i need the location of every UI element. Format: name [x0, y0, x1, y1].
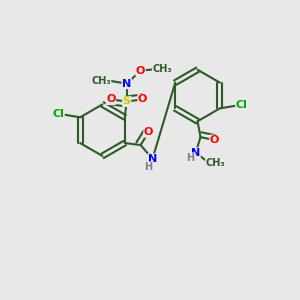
Text: Cl: Cl	[236, 100, 248, 110]
Text: H: H	[187, 153, 195, 163]
Text: O: O	[138, 94, 147, 104]
Text: O: O	[106, 94, 116, 104]
Text: N: N	[148, 154, 157, 164]
Text: CH₃: CH₃	[206, 158, 225, 168]
Text: O: O	[144, 127, 153, 137]
Text: CH₃: CH₃	[153, 64, 172, 74]
Text: O: O	[136, 66, 145, 76]
Text: O: O	[210, 135, 219, 145]
Text: CH₃: CH₃	[91, 76, 111, 85]
Text: S: S	[123, 97, 131, 106]
Text: Cl: Cl	[52, 109, 64, 119]
Text: N: N	[191, 148, 200, 158]
Text: H: H	[145, 162, 153, 172]
Text: N: N	[122, 79, 131, 88]
